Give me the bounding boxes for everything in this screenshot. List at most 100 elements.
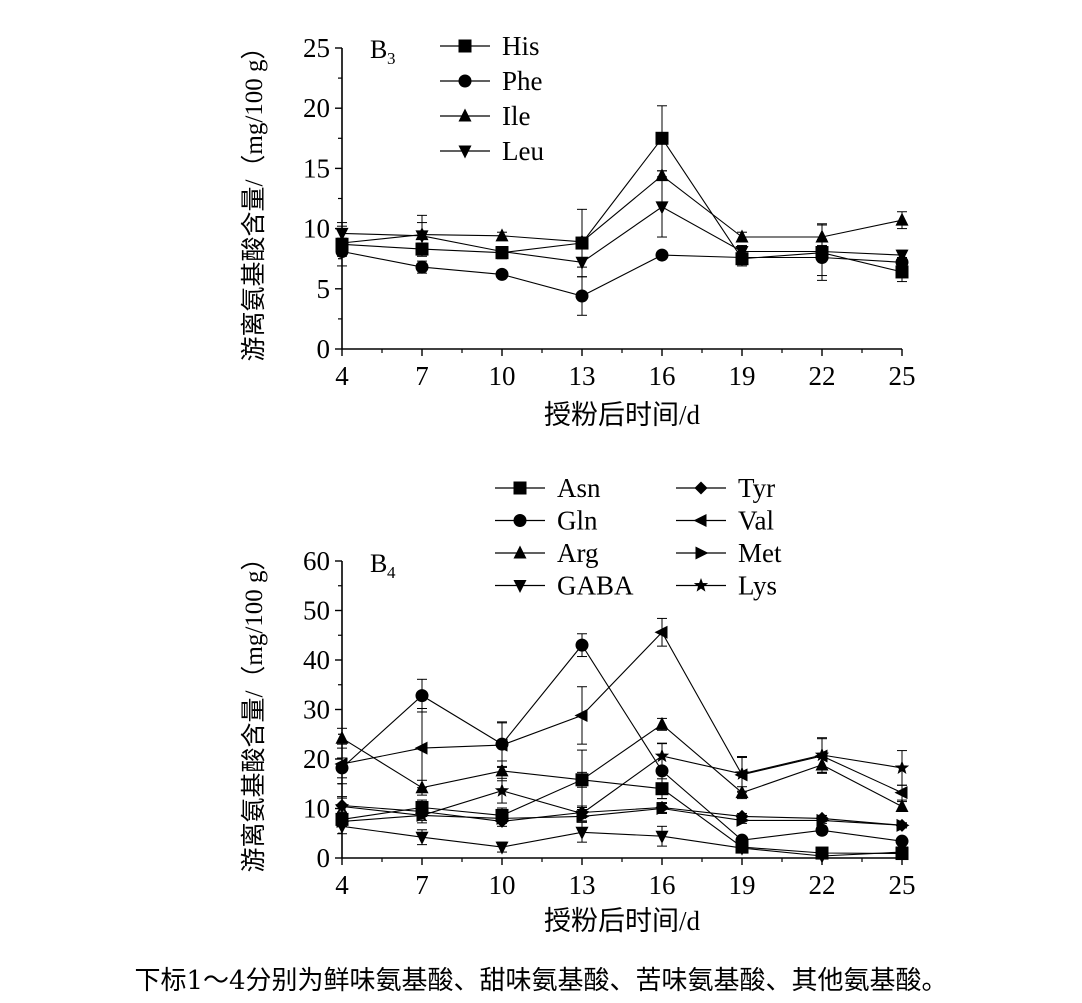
data-point (735, 245, 749, 259)
panel-label: B (370, 549, 387, 578)
x-tick-label: 10 (489, 361, 516, 391)
data-point (495, 245, 509, 259)
y-axis-label: 游离氨基酸含量/（mg/100 g） (240, 34, 268, 361)
data-point (575, 256, 589, 270)
data-point (575, 289, 589, 303)
data-point (895, 846, 909, 860)
panel-label-subscript: 4 (387, 563, 396, 582)
x-tick-label: 13 (569, 870, 596, 900)
data-point (415, 260, 429, 274)
series-arg (335, 716, 909, 813)
data-point (415, 230, 429, 244)
y-tick-label: 60 (303, 546, 330, 576)
x-tick-label: 7 (415, 870, 429, 900)
series-line (341, 174, 903, 244)
data-point (895, 834, 909, 848)
data-point (414, 741, 428, 755)
data-point (655, 168, 669, 182)
data-point (895, 265, 909, 279)
data-point (655, 716, 669, 730)
series-leu (335, 176, 909, 270)
figure-caption: 下标1～4分别为鲜味氨基酸、甜味氨基酸、苦味氨基酸、其他氨基酸。 (134, 966, 948, 996)
series-line (341, 206, 903, 263)
data-point (335, 235, 349, 249)
data-point (814, 747, 830, 762)
data-point (655, 830, 669, 844)
data-point (896, 818, 910, 832)
data-point (895, 799, 909, 813)
y-tick-label: 5 (317, 274, 331, 304)
y-tick-label: 0 (317, 843, 331, 873)
series-lys (334, 737, 910, 824)
legend-marker (693, 578, 709, 592)
series-line (341, 807, 903, 826)
y-tick-label: 15 (303, 153, 330, 183)
data-point (334, 757, 348, 771)
x-axis-label: 授粉后时间/d (544, 400, 701, 430)
y-tick-label: 0 (317, 334, 331, 364)
data-point (894, 760, 910, 774)
y-tick-label: 25 (303, 33, 330, 63)
data-point (494, 738, 508, 752)
legend-label-met: Met (738, 538, 782, 568)
legend-label-tyr: Tyr (738, 473, 775, 503)
data-point (894, 786, 908, 800)
legend-marker (513, 580, 527, 593)
legend-marker (513, 514, 527, 527)
data-point (735, 842, 749, 856)
x-tick-label: 4 (335, 870, 349, 900)
legend-label-his: His (502, 31, 540, 61)
data-point (656, 802, 670, 815)
data-point (575, 826, 589, 840)
data-point (495, 267, 509, 281)
legend-marker (458, 74, 472, 88)
data-point (574, 708, 588, 722)
legend-label-phe: Phe (502, 66, 543, 96)
series-line (341, 644, 903, 842)
data-point (655, 201, 669, 215)
y-tick-label: 10 (303, 214, 330, 244)
legend-label-arg: Arg (557, 538, 599, 568)
data-point (895, 249, 909, 263)
data-point (655, 248, 669, 262)
y-tick-label: 20 (303, 93, 330, 123)
x-tick-label: 25 (889, 870, 916, 900)
data-point (654, 625, 668, 639)
chart-panel-2: 0 10 20 30 40 50 60 4 7 10 13 16 19 22 25 授粉后时间/d 游离氨基酸含… (240, 473, 916, 936)
x-tick-label: 7 (415, 361, 429, 391)
data-point (574, 805, 590, 820)
data-point (575, 638, 589, 652)
data-point (815, 823, 829, 837)
x-tick-label: 19 (729, 361, 756, 391)
legend-marker (695, 546, 709, 560)
data-point (655, 131, 669, 145)
data-point (815, 245, 829, 259)
data-point (496, 811, 510, 825)
legend-marker (513, 481, 527, 495)
data-point (655, 764, 669, 778)
data-point (495, 228, 509, 242)
series-line (341, 250, 903, 297)
data-point (895, 212, 909, 226)
data-point (415, 689, 429, 703)
legend-label-asn: Asn (557, 473, 601, 503)
data-point (336, 814, 350, 828)
data-point (495, 763, 509, 777)
data-point (495, 841, 509, 855)
series-line (341, 723, 903, 807)
data-point (735, 229, 749, 243)
series-line (341, 754, 903, 816)
data-point (335, 730, 349, 744)
data-point (575, 234, 589, 248)
data-point (734, 766, 750, 780)
y-tick-label: 30 (303, 695, 330, 725)
panel-label-subscript: 3 (387, 49, 396, 68)
data-point (815, 229, 829, 243)
y-tick-label: 20 (303, 744, 330, 774)
data-point (414, 807, 430, 822)
x-tick-label: 16 (649, 870, 676, 900)
legend-marker (458, 145, 472, 159)
x-tick-label: 22 (809, 870, 836, 900)
y-tick-label: 50 (303, 596, 330, 626)
